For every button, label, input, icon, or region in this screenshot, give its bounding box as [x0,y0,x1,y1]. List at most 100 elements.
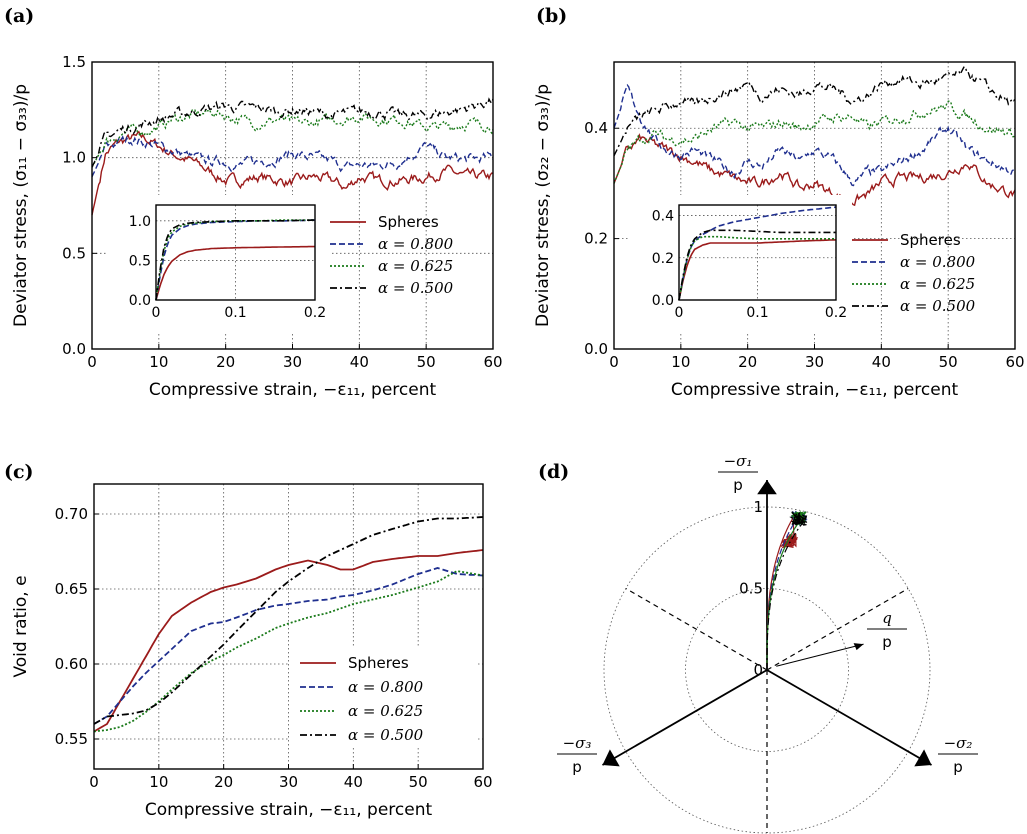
series-line-1 [93,567,484,725]
axis-sigma2-arrow [766,669,932,766]
inset-y-tick-label: 1.0 [129,214,151,230]
label-sigma3-den: p [572,758,582,776]
x-tick-label: 60 [473,773,492,791]
x-tick-label: 50 [939,353,958,371]
x-tick-label: 60 [1005,353,1024,371]
x-axis-label: Compressive strain, −ε₁₁, percent [149,380,437,400]
y-tick-label: 0.0 [62,340,86,358]
x-tick-label: 60 [483,353,502,371]
legend-label-1: α = 0.800 [348,678,424,696]
series-line-0 [93,549,484,733]
x-tick-label: 10 [149,773,168,791]
label-sigma2-den: p [953,758,963,776]
r-tick-label: 0.5 [739,580,763,598]
y-tick-label: 0.65 [55,580,88,598]
label-sigma1: −σ₁ p [718,452,758,494]
series-line-1 [91,135,494,178]
y-tick-label: 0.60 [55,655,88,673]
legend-label-1: α = 0.800 [900,253,976,271]
series-line-2 [613,100,1016,184]
series-line-3 [91,97,494,168]
inset-series-line-2 [678,235,836,301]
x-tick-label: 10 [671,353,690,371]
legend-label-2: α = 0.625 [900,275,975,293]
x-tick-label: 0 [609,353,619,371]
inset-y-tick-label: 0.2 [652,251,674,267]
y-tick-label: 0.0 [584,340,608,358]
y-tick-label: 0.70 [55,505,88,523]
inset-series-line-0 [678,239,837,301]
legend-label-1: α = 0.800 [378,235,454,253]
axis-sigma2-arrow-head [914,749,932,767]
series-line-1 [613,83,1016,187]
inset-x-tick-label: 0 [675,305,684,321]
series-line-3 [93,516,484,725]
inset-x-tick-label: 0.2 [825,305,847,321]
legend-c-wrap: Spheres α = 0.800 α = 0.625 α = 0.500 [290,648,476,748]
inset-b: 0 0.1 0.2 0.0 0.2 0.4 [629,195,852,332]
panel-b: 0 10 20 30 40 50 60 0.0 0.2 0.4 Compressive strain… [533,61,1025,400]
x-axis-label: Compressive strain, −ε₁₁, percent [145,800,433,820]
inset-x-tick-label: 0.1 [224,305,246,321]
polar-circle-inner [685,588,849,752]
series-line-0 [91,130,494,216]
legend-label-0: Spheres [378,213,439,231]
y-tick-label: 0.55 [55,730,88,748]
axis-sigma3-arrow-head [602,749,620,767]
x-tick-label: 40 [350,353,369,371]
q-arrow-head [853,643,864,651]
panel-a: 0 10 20 30 40 50 60 0.0 0.5 1.0 1.5 Compressive str… [11,53,503,400]
series-line-2 [93,570,484,733]
panel-label-b: (b) [536,5,567,27]
legend-label-3: α = 0.500 [378,279,454,297]
inset-y-tick-label: 0.0 [129,293,151,309]
inset-y-tick-label: 0.0 [652,293,674,309]
x-tick-label: 50 [417,353,436,371]
stress-path-3 [766,511,808,670]
polar-bisector-2 [625,587,768,671]
inset-x-tick-label: 0 [152,305,161,321]
label-sigma2: −σ₂ p [938,734,978,776]
legend-label-3: α = 0.500 [348,726,424,744]
legend-label-2: α = 0.625 [378,257,453,275]
legend: Spheres α = 0.800 α = 0.625 α = 0.500 [330,213,454,297]
x-tick-label: 10 [149,353,168,371]
x-tick-label: 30 [805,353,824,371]
panel-label-a: (a) [4,5,34,27]
x-tick-label: 40 [344,773,363,791]
legend-label-0: Spheres [900,231,961,249]
r-tick-label: 0 [753,661,763,679]
q-arrow [776,643,864,667]
label-q: qp [867,609,907,651]
y-tick-label: 0.5 [62,244,86,262]
axis-sigma1-arrow-head [757,480,777,495]
label-sigma3: −σ₃ p [557,734,597,776]
legend-label-0: Spheres [348,654,409,672]
r-tick-label: 1 [753,498,763,516]
polar-circle-outer [603,506,931,834]
y-tick-label: 1.5 [62,53,86,71]
inset-frame [155,204,316,301]
label-sigma1-num: −σ₁ [724,452,753,470]
inset-series-line-3 [155,219,316,301]
x-tick-label: 20 [216,353,235,371]
x-tick-label: 0 [87,353,97,371]
x-tick-label: 30 [279,773,298,791]
panel-label-d: (d) [538,461,569,483]
label-q-den: p [882,633,892,651]
y-tick-label: 0.2 [584,230,608,248]
x-tick-label: 40 [872,353,891,371]
x-tick-label: 20 [738,353,757,371]
legend-label-3: α = 0.500 [900,297,976,315]
inset-background [629,195,852,332]
inset-series-line-1 [678,206,837,301]
axis-sigma3-arrow [602,669,768,766]
y-axis-label: Deviator stress, (σ₁₁ − σ₃₃)/p [11,84,31,327]
inset-frame [678,204,837,301]
y-axis-label: Deviator stress, (σ₂₂ − σ₃₃)/p [533,84,553,327]
plot-frame [613,61,1016,350]
y-tick-label: 0.4 [584,119,608,137]
label-sigma1-den: p [733,476,743,494]
